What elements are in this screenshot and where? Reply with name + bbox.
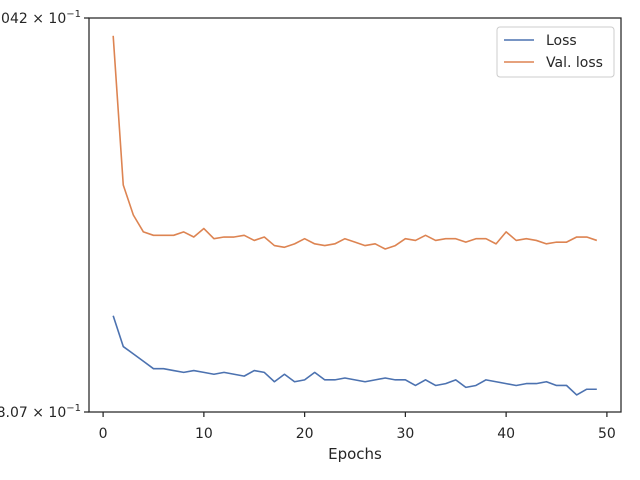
y-tick-label: 1.042 × 10−1 <box>0 9 81 27</box>
x-tick-label: 0 <box>99 426 108 442</box>
x-tick: 10 <box>195 412 213 442</box>
x-tick: 40 <box>497 412 515 442</box>
x-tick-label: 50 <box>598 426 616 442</box>
legend: Loss Val. loss <box>496 26 615 78</box>
y-tick-bottom: 8.07 × 10−1 <box>0 403 89 421</box>
y-tick-top: 1.042 × 10−1 <box>0 9 89 27</box>
x-tick: 0 <box>99 412 108 442</box>
legend-label-val-loss: Val. loss <box>546 55 603 71</box>
y-tick-label: 8.07 × 10−1 <box>0 403 81 421</box>
x-tick-label: 10 <box>195 426 213 442</box>
x-tick-label: 40 <box>497 426 515 442</box>
x-tick-label: 30 <box>396 426 414 442</box>
series-line-loss <box>112 315 597 396</box>
x-axis-ticks: 0 10 20 30 40 50 <box>99 412 616 442</box>
x-tick-label: 20 <box>296 426 314 442</box>
legend-label-loss: Loss <box>546 33 577 49</box>
plot-frame <box>88 17 622 413</box>
x-tick: 20 <box>296 412 314 442</box>
y-axis-ticks: 1.042 × 10−1 8.07 × 10−1 <box>0 9 89 421</box>
x-tick: 50 <box>598 412 616 442</box>
x-axis-label: Epochs <box>328 445 382 463</box>
x-tick: 30 <box>396 412 414 442</box>
plot-area <box>89 18 621 412</box>
series-layer <box>112 35 598 396</box>
series-line-val-loss <box>112 35 598 250</box>
